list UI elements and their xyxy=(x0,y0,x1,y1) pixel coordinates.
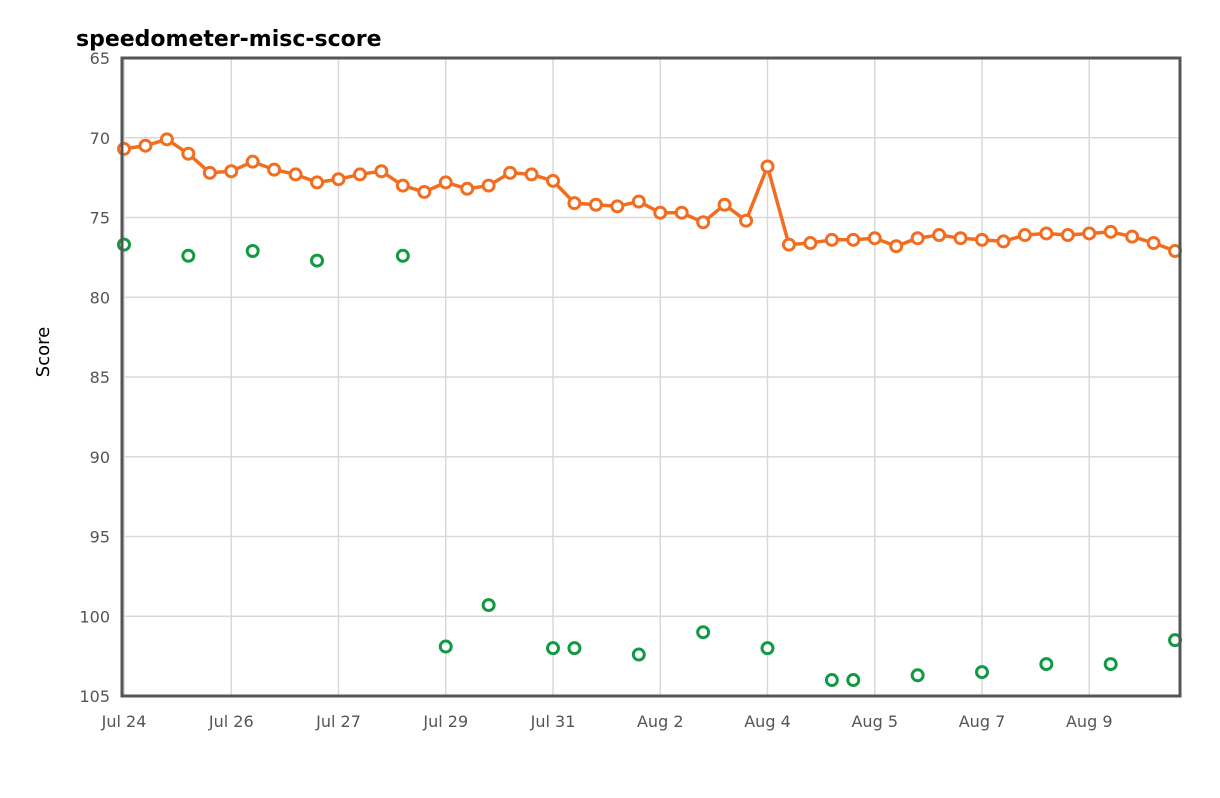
green-series-point xyxy=(696,625,711,640)
orange-series-point xyxy=(267,162,282,177)
y-tick-label: 85 xyxy=(90,368,110,387)
green-series-point xyxy=(567,641,582,656)
orange-series-point xyxy=(739,213,754,228)
orange-series-point xyxy=(717,197,732,212)
green-series-point xyxy=(1039,657,1054,672)
orange-series-point xyxy=(503,165,518,180)
orange-series-point xyxy=(395,178,410,193)
orange-series-point xyxy=(932,228,947,243)
orange-series-point xyxy=(1146,236,1161,251)
orange-series-point xyxy=(546,173,560,188)
orange-series-point xyxy=(481,178,496,193)
orange-series-point xyxy=(331,172,346,187)
green-series-point xyxy=(824,673,839,688)
series xyxy=(117,132,1183,688)
green-series-point xyxy=(245,243,260,258)
x-tick-label: Jul 24 xyxy=(101,712,147,731)
green-series-point xyxy=(910,668,925,683)
y-tick-label: 100 xyxy=(79,607,110,626)
orange-series-point xyxy=(760,159,775,174)
green-series-point xyxy=(1103,657,1118,672)
orange-series-point xyxy=(653,205,668,220)
orange-series-point xyxy=(696,215,711,230)
x-tick-label: Aug 4 xyxy=(744,712,791,731)
x-tick-label: Aug 9 xyxy=(1066,712,1113,731)
y-tick-label: 105 xyxy=(79,687,110,706)
y-tick-label: 70 xyxy=(90,129,110,148)
orange-series-point xyxy=(181,146,196,161)
green-series-point xyxy=(181,248,196,263)
orange-series-point xyxy=(1039,226,1054,241)
green-series-point xyxy=(760,641,775,656)
orange-series-point xyxy=(1060,228,1075,243)
orange-series-point xyxy=(460,181,475,196)
green-series-point xyxy=(975,665,989,680)
orange-series-point xyxy=(996,234,1011,249)
orange-series-point xyxy=(138,138,153,153)
x-tick-label: Jul 31 xyxy=(530,712,576,731)
x-tick-label: Aug 2 xyxy=(637,712,684,731)
orange-series-line xyxy=(123,137,1176,253)
green-series-point xyxy=(395,248,410,263)
orange-series-point xyxy=(867,231,882,246)
orange-series-point xyxy=(1125,229,1140,244)
x-tick-label: Jul 26 xyxy=(208,712,254,731)
y-axis-label: Score xyxy=(33,327,54,377)
orange-series-point xyxy=(1082,226,1097,241)
orange-series-point xyxy=(159,132,174,147)
y-tick-label: 90 xyxy=(90,448,110,467)
green-series-point xyxy=(481,598,496,613)
orange-series-point xyxy=(846,232,861,247)
orange-series-point xyxy=(352,167,367,182)
grid xyxy=(122,57,1180,697)
orange-series-point xyxy=(224,164,239,179)
orange-series-point xyxy=(288,167,303,182)
orange-series-point xyxy=(975,232,989,247)
chart-title: speedometer-misc-score xyxy=(76,27,382,52)
plot-frame xyxy=(120,56,1182,698)
orange-series-point xyxy=(417,184,432,199)
orange-series-point xyxy=(631,194,646,209)
orange-series-point xyxy=(889,239,904,254)
orange-series-point xyxy=(1103,224,1118,239)
orange-series-point xyxy=(567,196,582,211)
orange-series-point xyxy=(588,197,603,212)
x-tick-label: Jul 27 xyxy=(315,712,361,731)
y-tick-label: 75 xyxy=(90,209,110,228)
orange-series-point xyxy=(1017,228,1032,243)
orange-series-point xyxy=(674,205,689,220)
y-tick-label: 95 xyxy=(90,528,110,547)
orange-series-point xyxy=(374,164,389,179)
orange-series-point xyxy=(910,231,925,246)
y-tick-label: 65 xyxy=(90,49,110,68)
orange-series-point xyxy=(524,167,539,182)
x-tick-label: Aug 5 xyxy=(851,712,898,731)
orange-series-point xyxy=(824,232,839,247)
x-tick-label: Jul 29 xyxy=(422,712,468,731)
green-series-point xyxy=(631,647,646,662)
x-tick-label: Aug 7 xyxy=(959,712,1006,731)
orange-series-point xyxy=(803,236,818,251)
orange-series-point xyxy=(781,237,796,252)
orange-series-point xyxy=(953,231,968,246)
green-series-point xyxy=(310,253,325,268)
green-series-point xyxy=(117,237,131,252)
y-axis-ticks: 65 70 75 80 85 90 95 100 105 xyxy=(79,49,110,706)
orange-series-point xyxy=(117,141,131,156)
x-axis-ticks: Jul 24 Jul 26 Jul 27 Jul 29 Jul 31 Aug 2 Aug 4… xyxy=(101,712,1113,731)
orange-series-point xyxy=(245,154,260,169)
green-series-point xyxy=(438,639,453,654)
orange-series-point xyxy=(202,165,217,180)
orange-series-point xyxy=(610,199,625,214)
orange-series-point xyxy=(438,175,453,190)
green-series-point xyxy=(546,641,560,656)
green-series-point xyxy=(846,673,861,688)
orange-series-point xyxy=(310,175,325,190)
y-tick-label: 80 xyxy=(90,288,110,307)
